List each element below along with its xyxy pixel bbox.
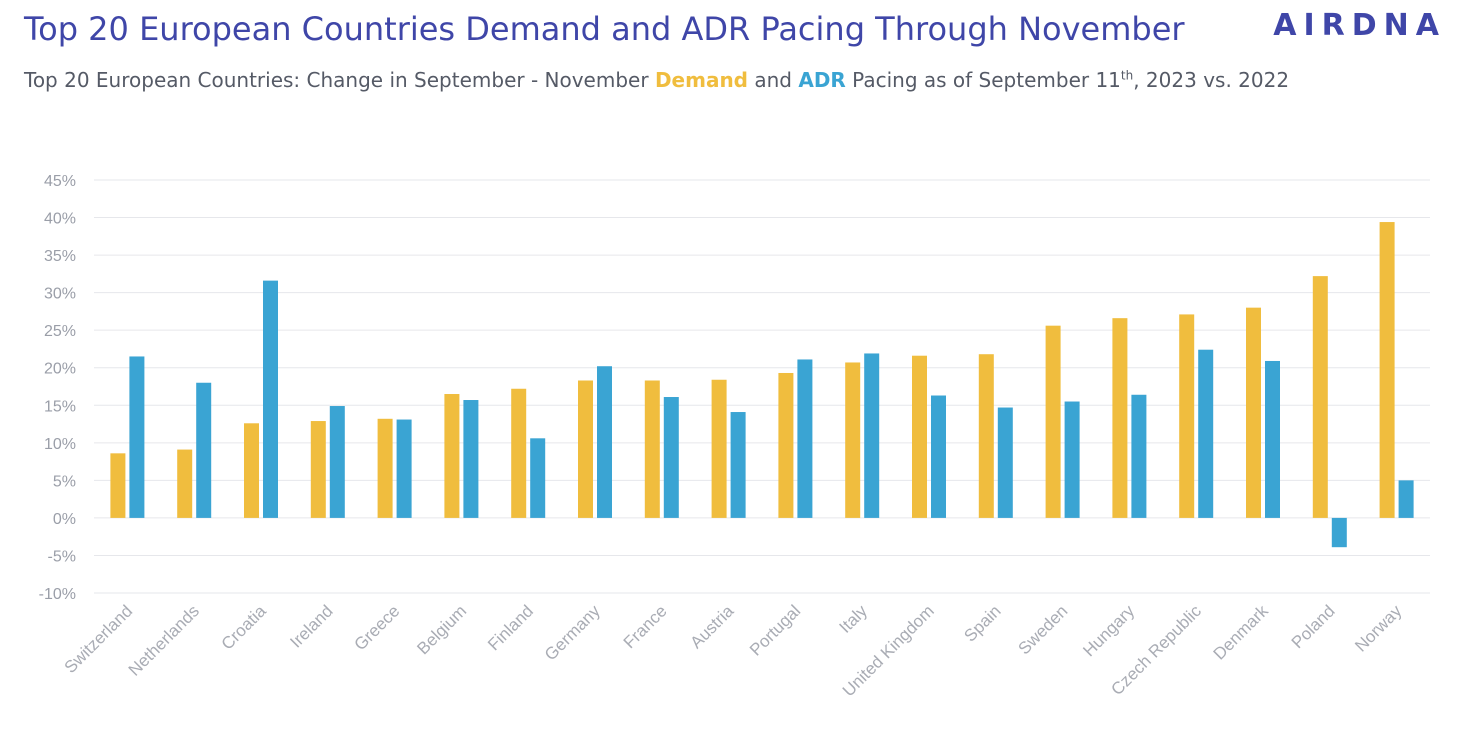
x-category-label: Spain <box>960 601 1004 645</box>
bar-adr-france <box>663 397 679 518</box>
bar-adr-denmark <box>1265 360 1280 518</box>
subtitle-demand-label: Demand <box>654 68 748 92</box>
x-category-label: Netherlands <box>125 601 203 679</box>
bar-adr-spain <box>997 407 1013 518</box>
bars <box>110 222 1414 548</box>
x-category-label: Finland <box>484 601 537 654</box>
subtitle-text-2: and <box>748 68 799 92</box>
bar-demand-sweden <box>1045 325 1061 518</box>
bar-adr-sweden <box>1064 401 1080 518</box>
bar-demand-hungary <box>1112 318 1128 518</box>
bar-demand-switzerland <box>110 453 126 518</box>
bar-demand-norway <box>1379 222 1395 518</box>
y-tick-label: 35% <box>44 248 76 265</box>
bar-demand-ireland <box>310 421 326 518</box>
bar-demand-belgium <box>444 394 460 518</box>
y-tick-label: 10% <box>44 436 76 453</box>
bar-adr-hungary <box>1131 394 1147 518</box>
y-tick-label: 30% <box>44 286 76 303</box>
bar-adr-poland <box>1331 517 1347 548</box>
bar-adr-croatia <box>263 280 278 518</box>
x-category-label: Portugal <box>746 601 804 659</box>
y-tick-label: 40% <box>44 211 76 228</box>
x-category-label: Ireland <box>286 601 336 651</box>
bar-demand-czech-republic <box>1179 314 1195 518</box>
y-tick-label: 25% <box>44 323 76 340</box>
chart-title: Top 20 European Countries Demand and ADR… <box>24 10 1185 48</box>
bar-adr-switzerland <box>129 356 145 518</box>
y-tick-label: 15% <box>44 398 76 415</box>
x-category-label: Italy <box>836 601 872 637</box>
airdna-logo: AIRDNA <box>1273 8 1446 43</box>
subtitle-text-3: Pacing as of September 11 <box>845 68 1121 92</box>
y-tick-label: 0% <box>53 511 76 528</box>
bar-demand-poland <box>1312 276 1328 518</box>
bar-demand-italy <box>845 362 861 518</box>
y-tick-label: 20% <box>44 361 76 378</box>
bar-adr-portugal <box>797 359 813 518</box>
x-category-label: France <box>620 601 671 652</box>
chart-subtitle: Top 20 European Countries: Change in Sep… <box>24 68 1289 92</box>
bar-adr-norway <box>1398 480 1414 518</box>
gridlines <box>94 179 1430 594</box>
x-category-label: Belgium <box>413 601 470 658</box>
x-category-label: Denmark <box>1210 601 1273 664</box>
x-category-label: Poland <box>1288 601 1339 652</box>
bar-demand-denmark <box>1246 307 1261 518</box>
bar-demand-spain <box>978 354 994 518</box>
x-category-label: Hungary <box>1079 601 1138 660</box>
subtitle-text-4: , 2023 vs. 2022 <box>1133 68 1290 92</box>
bar-demand-austria <box>711 379 727 518</box>
subtitle-adr-label: ADR <box>798 68 846 92</box>
bar-adr-italy <box>864 353 880 518</box>
x-category-label: Greece <box>351 601 404 654</box>
y-tick-label: 45% <box>44 173 76 190</box>
subtitle-superscript: th <box>1120 68 1134 83</box>
x-category-label: Germany <box>541 601 604 664</box>
bar-adr-netherlands <box>196 382 212 518</box>
bar-adr-ireland <box>329 406 345 518</box>
bar-demand-france <box>644 380 660 518</box>
y-tick-label: -10% <box>39 586 76 603</box>
subtitle-text-1: Top 20 European Countries: Change in Sep… <box>24 68 655 92</box>
bar-demand-united-kingdom <box>912 355 927 518</box>
y-tick-label: -5% <box>48 548 76 565</box>
bar-adr-greece <box>396 419 412 518</box>
y-tick-label: 5% <box>53 473 76 490</box>
x-category-label: Norway <box>1351 601 1406 656</box>
x-category-label: Croatia <box>218 601 271 654</box>
bar-adr-belgium <box>463 400 479 518</box>
bar-adr-czech-republic <box>1198 349 1214 518</box>
bar-adr-germany <box>597 366 612 518</box>
bar-demand-portugal <box>778 372 794 518</box>
x-category-label: Sweden <box>1015 601 1072 658</box>
bar-demand-croatia <box>244 423 259 518</box>
bar-demand-germany <box>578 380 593 518</box>
bar-adr-united-kingdom <box>931 395 946 518</box>
y-axis-ticks: 45% 40% 35% 30% 25% 20% 15% 10% 5% 0% -5% -10% <box>39 173 76 603</box>
bar-adr-finland <box>530 438 546 518</box>
bar-demand-greece <box>377 418 393 518</box>
bar-demand-netherlands <box>177 449 193 518</box>
bar-demand-finland <box>511 388 527 518</box>
x-category-label: Austria <box>687 601 738 652</box>
bar-adr-austria <box>730 412 746 518</box>
